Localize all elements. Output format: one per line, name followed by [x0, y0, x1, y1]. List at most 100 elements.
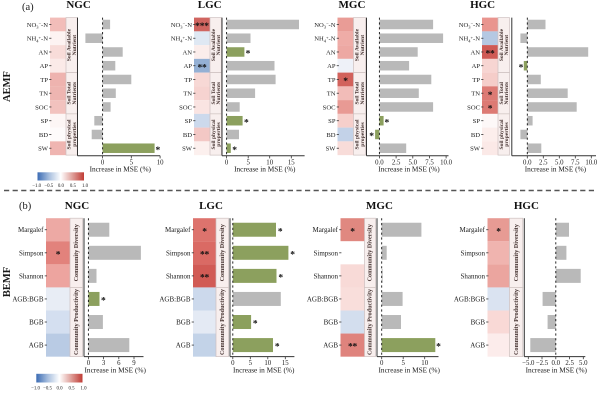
svg-text:properties: properties [216, 121, 222, 146]
svg-text:AP: AP [184, 63, 193, 70]
svg-text:AP: AP [472, 63, 481, 70]
svg-text:Community Diversity: Community Diversity [513, 223, 520, 281]
svg-text:LGC: LGC [199, 200, 223, 212]
svg-text:Increase in MSE (%): Increase in MSE (%) [84, 365, 146, 374]
svg-text:Nutrient: Nutrient [360, 35, 366, 56]
svg-text:Soil physical: Soil physical [499, 119, 505, 149]
svg-text:NO3−-N: NO3−-N [459, 21, 481, 29]
svg-text:AN: AN [38, 50, 48, 57]
svg-text:SOC: SOC [35, 105, 48, 112]
svg-text:2.5: 2.5 [539, 159, 548, 166]
svg-text:0: 0 [225, 159, 229, 166]
svg-text:Margalef: Margalef [165, 226, 191, 234]
svg-text:Nutrients: Nutrients [216, 81, 222, 105]
svg-text:(b): (b) [19, 201, 32, 212]
svg-text:properties: properties [360, 121, 366, 146]
svg-text:3: 3 [102, 360, 106, 367]
svg-text:*: * [350, 227, 355, 237]
svg-text:TP: TP [184, 77, 192, 84]
svg-text:Community Diversity: Community Diversity [367, 223, 374, 281]
svg-text:Soil Available: Soil Available [211, 28, 217, 61]
svg-text:Community Productivity: Community Productivity [73, 288, 80, 355]
svg-text:Increase in MSE (%): Increase in MSE (%) [378, 165, 440, 174]
svg-text:NH4+-N: NH4+-N [27, 35, 49, 43]
svg-text:Soil Total: Soil Total [499, 82, 505, 105]
svg-text:SW: SW [38, 146, 49, 153]
svg-text:NO3−-N: NO3−-N [27, 21, 49, 29]
svg-text:10: 10 [421, 360, 428, 367]
svg-text:0: 0 [87, 360, 91, 367]
svg-text:*: * [246, 50, 251, 60]
svg-text:BD: BD [183, 132, 192, 139]
svg-text:0.5: 0.5 [70, 184, 77, 189]
svg-text:−0.5: −0.5 [44, 184, 53, 189]
svg-text:AGB: AGB [29, 342, 44, 350]
svg-text:1.0: 1.0 [82, 184, 89, 189]
svg-text:5.0: 5.0 [555, 159, 564, 166]
svg-text:*: * [436, 343, 441, 353]
svg-text:SOC: SOC [323, 105, 336, 112]
svg-text:SW: SW [182, 146, 193, 153]
svg-text:Increase in MSE (%): Increase in MSE (%) [525, 165, 587, 174]
svg-text:0.5: 0.5 [68, 386, 75, 391]
svg-text:NO3−-N: NO3−-N [171, 21, 193, 29]
svg-text:−1.0: −1.0 [32, 184, 41, 189]
svg-text:BGB: BGB [29, 319, 44, 327]
svg-text:0: 0 [101, 159, 105, 166]
svg-text:Simpson: Simpson [19, 249, 44, 257]
svg-text:TN: TN [327, 91, 336, 98]
svg-text:7.5: 7.5 [425, 159, 434, 166]
svg-text:−0.5: −0.5 [43, 386, 52, 391]
svg-text:AP: AP [327, 63, 336, 70]
svg-text:BD: BD [39, 132, 48, 139]
svg-text:Increase in MSE (%): Increase in MSE (%) [526, 365, 588, 374]
svg-text:2.5: 2.5 [392, 159, 401, 166]
svg-text:Nutrients: Nutrients [72, 81, 78, 105]
svg-text:*: * [488, 105, 493, 115]
svg-text:Shannon: Shannon [166, 272, 191, 280]
svg-text:*: * [369, 132, 374, 142]
svg-text:2.5: 2.5 [565, 360, 574, 367]
svg-text:Nutrient: Nutrient [72, 35, 78, 56]
svg-text:HGC: HGC [470, 0, 495, 11]
svg-text:BEMF: BEMF [2, 267, 13, 297]
svg-text:AGB: AGB [176, 342, 191, 350]
svg-text:6: 6 [117, 360, 121, 367]
svg-text:SP: SP [473, 118, 481, 125]
svg-text:0.0: 0.0 [56, 386, 63, 391]
svg-text:SP: SP [328, 118, 336, 125]
svg-text:*: * [488, 91, 493, 101]
svg-text:0: 0 [231, 360, 235, 367]
svg-text:AGB:BGB: AGB:BGB [12, 295, 43, 303]
svg-text:5: 5 [249, 360, 253, 367]
svg-text:TP: TP [328, 77, 336, 84]
svg-text:Soil Total: Soil Total [211, 82, 217, 105]
svg-text:0: 0 [380, 360, 384, 367]
svg-text:15: 15 [282, 360, 289, 367]
svg-text:9: 9 [132, 360, 136, 367]
svg-text:Margalef: Margalef [459, 226, 485, 234]
svg-text:properties: properties [504, 121, 510, 146]
svg-text:*: * [496, 227, 501, 237]
svg-text:properties: properties [72, 121, 78, 146]
svg-text:AGB:BGB: AGB:BGB [307, 295, 338, 303]
svg-text:**: ** [200, 273, 210, 283]
svg-text:*: * [290, 250, 295, 260]
svg-text:Increase in MSE (%): Increase in MSE (%) [378, 365, 440, 374]
svg-text:Nutrients: Nutrients [360, 81, 366, 105]
svg-text:*: * [343, 77, 348, 87]
svg-text:*: * [275, 343, 280, 353]
svg-text:AGB: AGB [470, 342, 485, 350]
svg-text:0.0: 0.0 [58, 184, 65, 189]
svg-text:SW: SW [326, 146, 337, 153]
svg-text:5.0: 5.0 [409, 159, 418, 166]
svg-text:*: * [156, 146, 161, 156]
svg-text:1.0: 1.0 [80, 386, 87, 391]
svg-text:Margalef: Margalef [18, 226, 44, 234]
svg-text:AGB:BGB: AGB:BGB [454, 295, 485, 303]
svg-text:AEMF: AEMF [2, 71, 13, 102]
svg-text:Community Productivity: Community Productivity [513, 288, 520, 355]
svg-text:Simpson: Simpson [313, 249, 338, 257]
svg-text:BGB: BGB [471, 319, 486, 327]
svg-text:**: ** [197, 63, 207, 73]
